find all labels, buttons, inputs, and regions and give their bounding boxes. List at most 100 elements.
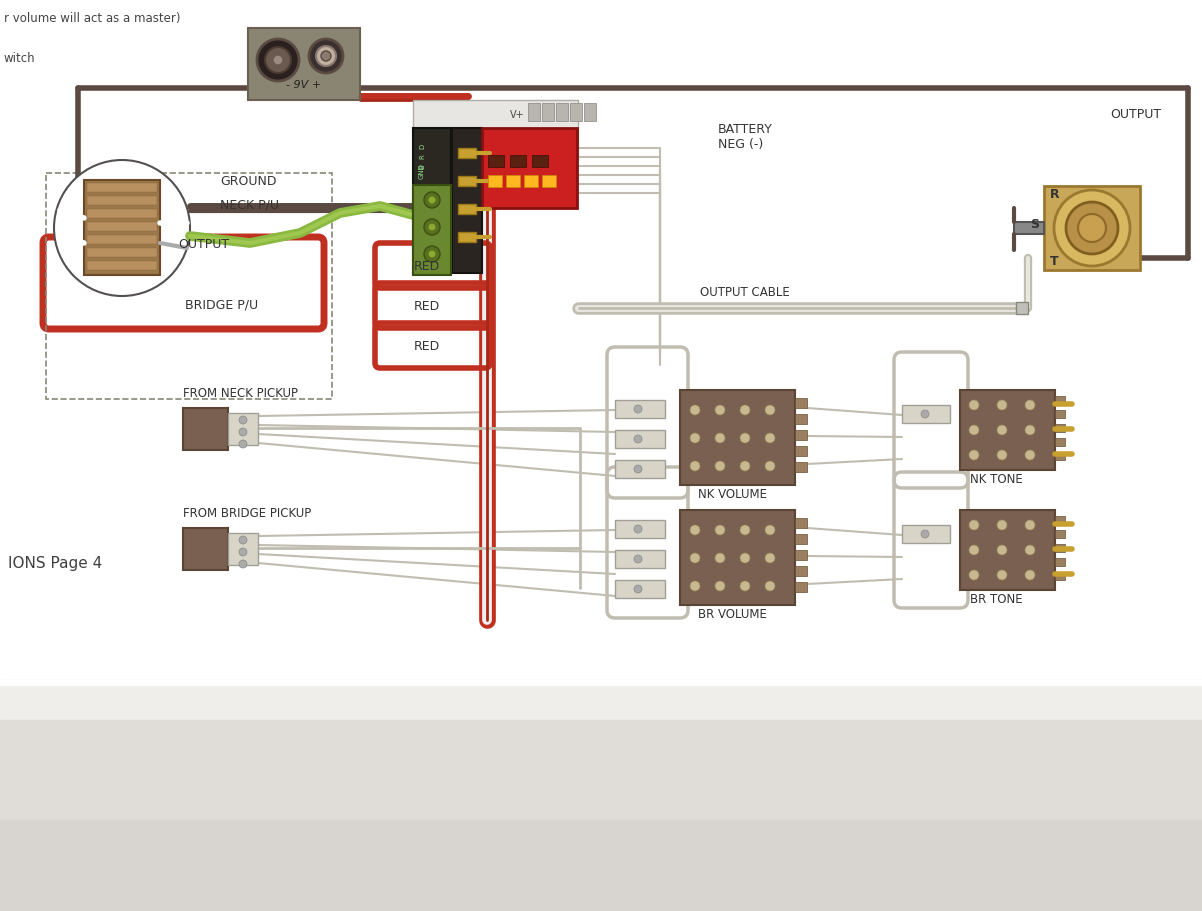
Bar: [506, 175, 520, 187]
Circle shape: [690, 405, 700, 415]
Bar: [542, 175, 557, 187]
Circle shape: [633, 585, 642, 593]
Circle shape: [715, 461, 725, 471]
Circle shape: [969, 545, 978, 555]
Bar: [458, 232, 476, 242]
Text: R: R: [419, 154, 426, 159]
Text: R: R: [1051, 188, 1060, 201]
Text: IONS Page 4: IONS Page 4: [8, 556, 102, 571]
Bar: [488, 155, 504, 167]
Circle shape: [273, 55, 282, 65]
Bar: [795, 582, 807, 592]
Circle shape: [239, 560, 246, 568]
Circle shape: [764, 581, 775, 591]
Bar: [795, 462, 807, 472]
Bar: [458, 148, 476, 158]
Bar: [615, 400, 665, 418]
Circle shape: [715, 433, 725, 443]
Circle shape: [428, 223, 436, 231]
Bar: [795, 566, 807, 576]
Bar: [87, 222, 157, 231]
Bar: [0, 680, 1202, 720]
Circle shape: [633, 435, 642, 443]
Bar: [183, 408, 228, 450]
Bar: [1055, 544, 1065, 552]
Circle shape: [715, 581, 725, 591]
Bar: [46, 173, 332, 399]
Bar: [87, 209, 157, 218]
Bar: [488, 175, 502, 187]
Bar: [458, 176, 476, 186]
Bar: [615, 520, 665, 538]
Bar: [615, 460, 665, 478]
Bar: [413, 128, 451, 273]
Circle shape: [740, 433, 750, 443]
Circle shape: [424, 192, 440, 208]
Bar: [248, 28, 361, 100]
Circle shape: [969, 450, 978, 460]
Text: T: T: [1051, 255, 1059, 268]
Text: BATTERY
NEG (-): BATTERY NEG (-): [718, 123, 773, 151]
Circle shape: [257, 39, 299, 81]
Bar: [615, 580, 665, 598]
Circle shape: [690, 461, 700, 471]
Text: D: D: [419, 144, 426, 149]
Bar: [1055, 396, 1065, 404]
Bar: [228, 533, 258, 565]
Circle shape: [1025, 545, 1035, 555]
Bar: [413, 100, 578, 160]
Bar: [87, 261, 157, 270]
Circle shape: [740, 405, 750, 415]
Text: FROM BRIDGE PICKUP: FROM BRIDGE PICKUP: [183, 507, 311, 520]
Circle shape: [969, 520, 978, 530]
Bar: [615, 550, 665, 568]
Text: BR VOLUME: BR VOLUME: [698, 608, 767, 621]
Circle shape: [1025, 520, 1035, 530]
Bar: [458, 204, 476, 214]
Bar: [795, 534, 807, 544]
Text: GND: GND: [419, 163, 426, 179]
Bar: [1055, 572, 1065, 580]
Circle shape: [996, 545, 1007, 555]
Circle shape: [690, 581, 700, 591]
Bar: [1055, 424, 1065, 432]
Text: RED: RED: [413, 340, 440, 353]
Bar: [1055, 516, 1065, 524]
Circle shape: [1066, 202, 1118, 254]
Circle shape: [740, 525, 750, 535]
Text: NK TONE: NK TONE: [970, 473, 1023, 486]
Circle shape: [239, 536, 246, 544]
Circle shape: [996, 520, 1007, 530]
Circle shape: [428, 250, 436, 258]
Text: NK VOLUME: NK VOLUME: [698, 488, 767, 501]
Bar: [1055, 452, 1065, 460]
Bar: [795, 550, 807, 560]
Circle shape: [996, 400, 1007, 410]
Text: witch: witch: [4, 52, 36, 65]
Circle shape: [690, 525, 700, 535]
Bar: [482, 128, 577, 208]
Text: OUTPUT: OUTPUT: [1109, 108, 1161, 121]
Circle shape: [715, 405, 725, 415]
Bar: [902, 525, 950, 543]
Bar: [0, 680, 1202, 685]
Circle shape: [316, 46, 337, 66]
Text: GROUND: GROUND: [220, 175, 276, 188]
Circle shape: [1025, 425, 1035, 435]
Circle shape: [921, 410, 929, 418]
Circle shape: [309, 39, 343, 73]
Bar: [795, 430, 807, 440]
Circle shape: [690, 433, 700, 443]
Bar: [0, 720, 1202, 820]
Circle shape: [633, 525, 642, 533]
Bar: [532, 155, 548, 167]
Bar: [795, 398, 807, 408]
Circle shape: [740, 461, 750, 471]
Circle shape: [264, 47, 291, 73]
Circle shape: [428, 196, 436, 204]
Bar: [615, 430, 665, 448]
Bar: [795, 518, 807, 528]
Bar: [584, 103, 596, 121]
Text: S: S: [1030, 218, 1039, 231]
Circle shape: [921, 530, 929, 538]
